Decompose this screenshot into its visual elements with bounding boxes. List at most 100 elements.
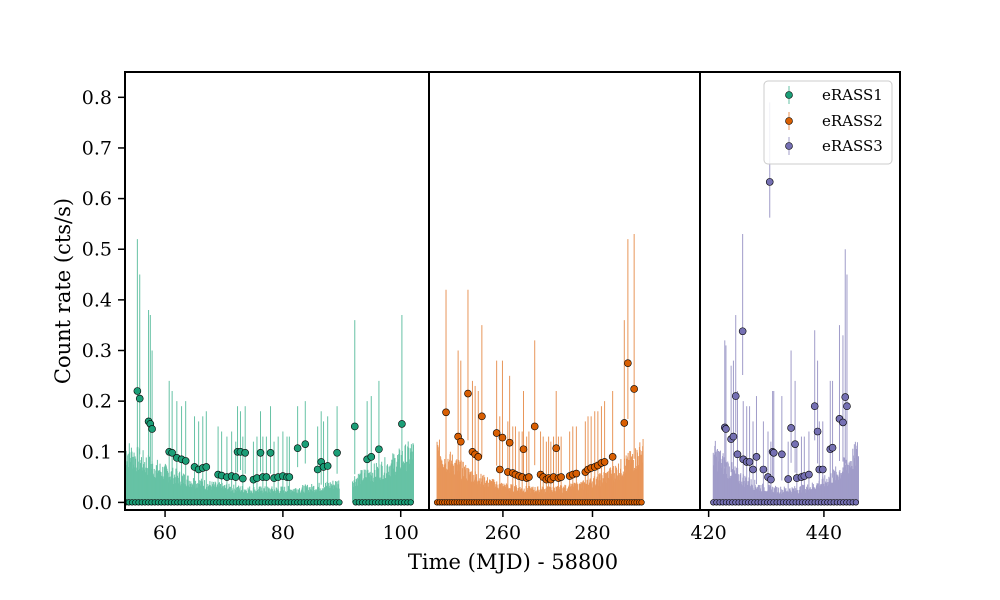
detection-errorbars xyxy=(724,102,848,498)
data-point xyxy=(572,469,581,478)
panel-2 xyxy=(433,234,645,506)
data-point xyxy=(752,453,761,461)
legend-label: eRASS3 xyxy=(822,137,883,155)
zero-rate-markers xyxy=(125,499,414,506)
axis-layer: Count rate (cts/s) Time (MJD) - 58800 60… xyxy=(51,87,842,574)
y-tick-label: 0.3 xyxy=(82,340,112,362)
panel-frame xyxy=(428,71,701,511)
detection-points xyxy=(442,359,638,484)
data-point xyxy=(239,474,247,483)
data-point xyxy=(375,445,383,454)
data-point xyxy=(530,422,539,431)
x-tick-label: 80 xyxy=(271,522,295,544)
data-point xyxy=(818,465,827,474)
data-point xyxy=(519,445,528,454)
data-point xyxy=(202,463,211,471)
x-tick-label: 60 xyxy=(153,522,177,544)
panel-1 xyxy=(125,239,415,506)
y-tick-label: 0.2 xyxy=(82,391,112,413)
data-point xyxy=(442,408,450,417)
panel-frame xyxy=(699,71,901,511)
legend-item-erass2: eRASS2 xyxy=(785,112,883,130)
data-point xyxy=(813,427,822,436)
data-point xyxy=(722,425,730,433)
data-point xyxy=(731,392,740,400)
data-point xyxy=(784,475,792,483)
legend-marker xyxy=(785,91,793,99)
zero-rate-point xyxy=(336,499,343,506)
panel-3 xyxy=(710,102,860,506)
data-point xyxy=(765,178,774,186)
frame-layer xyxy=(124,71,901,511)
data-point xyxy=(256,448,265,457)
legend-item-erass3: eRASS3 xyxy=(785,137,883,155)
panel-plot-area xyxy=(125,239,415,506)
data-point xyxy=(608,453,617,461)
panel-plot-area xyxy=(433,234,645,506)
y-axis-label: Count rate (cts/s) xyxy=(51,198,75,384)
panel-frame xyxy=(124,71,430,511)
data-point xyxy=(266,448,275,457)
data-point xyxy=(839,418,847,427)
y-tick-label: 0.1 xyxy=(82,441,112,463)
data-point xyxy=(630,385,638,393)
y-tick-label: 0.5 xyxy=(82,239,112,261)
legend: eRASS1 eRASS2 eRASS3 xyxy=(763,80,893,165)
data-point xyxy=(738,327,747,336)
zero-rate-point xyxy=(852,499,860,506)
data-point xyxy=(791,440,799,448)
data-point xyxy=(133,387,142,395)
zero-rate-markers xyxy=(710,499,860,506)
data-point xyxy=(600,458,609,466)
zero-rate-markers xyxy=(433,499,645,506)
data-point xyxy=(181,457,190,465)
x-tick-label: 420 xyxy=(691,522,727,544)
data-point xyxy=(285,473,294,481)
y-tick-label: 0.7 xyxy=(82,137,112,159)
data-point xyxy=(624,359,632,367)
data-point xyxy=(464,389,472,398)
data-point xyxy=(350,422,359,431)
legend-box xyxy=(763,80,893,165)
data-point xyxy=(810,402,819,411)
data-point xyxy=(135,394,144,403)
zero-rate-point xyxy=(638,499,645,506)
data-point xyxy=(557,473,565,481)
data-point xyxy=(333,448,341,457)
data-point xyxy=(367,453,376,461)
detection-errorbars xyxy=(136,239,403,498)
data-point xyxy=(778,450,786,459)
data-point xyxy=(495,465,504,474)
data-point xyxy=(505,438,514,447)
x-tick-label: 260 xyxy=(485,522,521,544)
y-tick-label: 0.4 xyxy=(82,289,112,311)
data-point xyxy=(552,444,561,453)
zero-rate-point xyxy=(407,499,414,506)
data-point xyxy=(474,453,483,461)
detection-errorbars xyxy=(445,234,635,498)
detection-points xyxy=(720,178,851,484)
data-point xyxy=(759,465,768,474)
data-point xyxy=(729,432,738,441)
panel-plot-area xyxy=(710,102,860,506)
data-point xyxy=(805,470,813,479)
data-point xyxy=(301,440,310,448)
upper-limit-band xyxy=(712,440,859,503)
legend-label: eRASS1 xyxy=(822,86,883,104)
legend-item-erass1: eRASS1 xyxy=(785,86,883,104)
x-tick-label: 100 xyxy=(383,522,419,544)
legend-label: eRASS2 xyxy=(822,112,883,130)
data-point xyxy=(293,444,302,453)
data-point xyxy=(478,412,486,421)
data-point xyxy=(456,437,465,446)
data-point xyxy=(498,433,507,442)
data-point xyxy=(148,425,156,433)
data-point xyxy=(323,462,332,470)
x-axis-label: Time (MJD) - 58800 xyxy=(408,550,618,574)
data-point xyxy=(168,448,176,457)
legend-marker xyxy=(785,142,793,150)
data-point xyxy=(769,448,778,457)
data-point xyxy=(492,429,501,437)
legend-marker xyxy=(785,117,793,125)
